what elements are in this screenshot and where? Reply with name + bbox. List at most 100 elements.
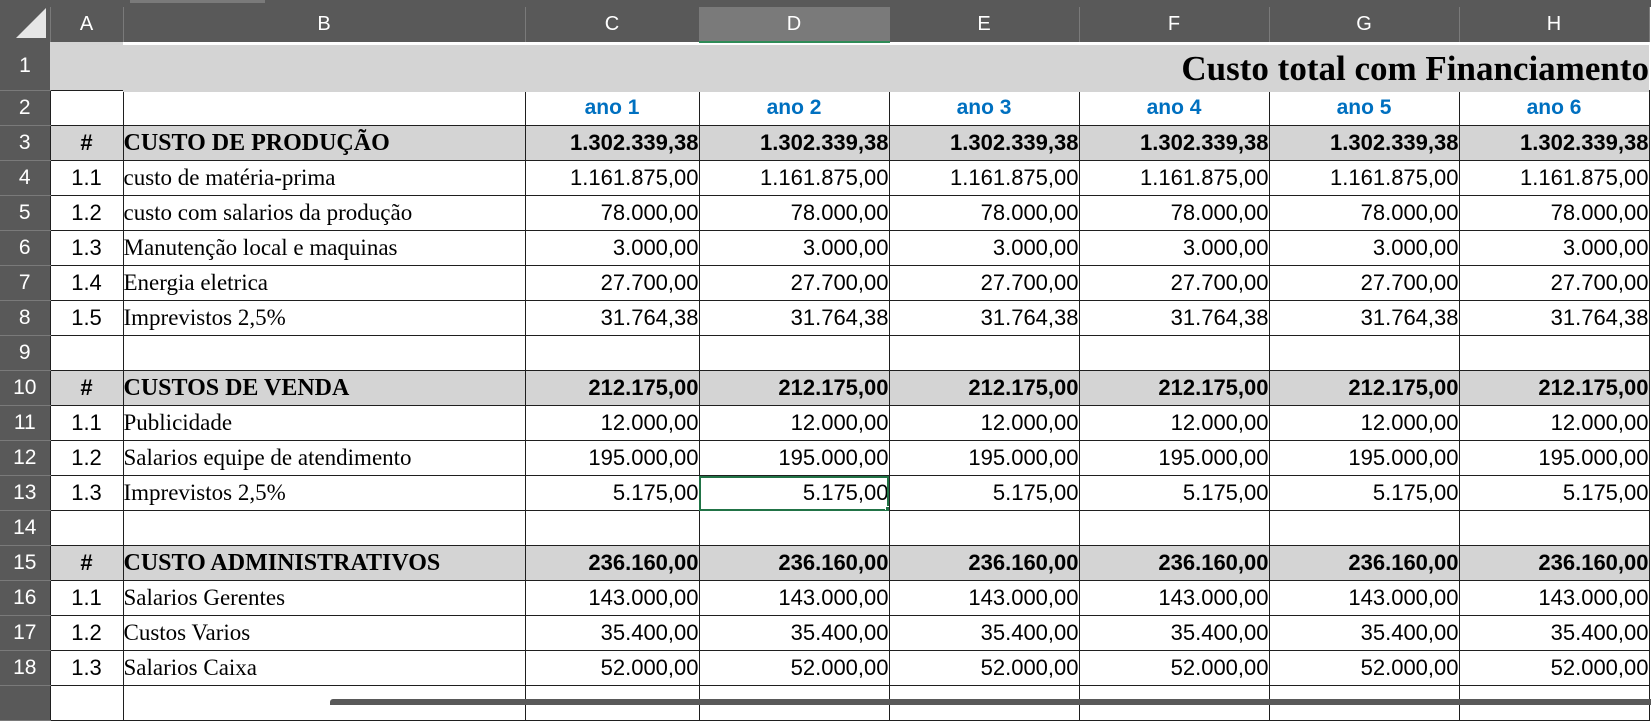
empty-cell[interactable]: [1458, 510, 1650, 546]
value-cell[interactable]: 35.400,00: [1268, 615, 1460, 651]
year-header-1[interactable]: ano 1: [524, 90, 700, 126]
subtotal-cell[interactable]: 212.175,00: [888, 370, 1080, 406]
section-title[interactable]: CUSTO ADMINISTRATIVOS: [122, 545, 526, 581]
empty-cell[interactable]: [888, 510, 1080, 546]
value-cell[interactable]: 35.400,00: [1078, 615, 1270, 651]
value-cell[interactable]: 52.000,00: [524, 650, 700, 686]
value-cell[interactable]: 12.000,00: [1268, 405, 1460, 441]
column-header-b[interactable]: B: [123, 7, 526, 42]
value-cell[interactable]: 52.000,00: [1458, 650, 1650, 686]
select-all-button[interactable]: [0, 7, 51, 42]
value-cell[interactable]: 31.764,38: [698, 300, 890, 336]
column-header-e[interactable]: E: [889, 7, 1080, 42]
column-header-f[interactable]: F: [1079, 7, 1270, 42]
empty-cell[interactable]: [1078, 510, 1270, 546]
empty-cell[interactable]: [49, 335, 124, 371]
description-cell[interactable]: Salarios Caixa: [122, 650, 526, 686]
description-cell[interactable]: Manutenção local e maquinas: [122, 230, 526, 266]
value-cell[interactable]: 1.161.875,00: [524, 160, 700, 196]
value-cell[interactable]: 12.000,00: [1458, 405, 1650, 441]
cell[interactable]: [49, 685, 124, 721]
year-header-3[interactable]: ano 3: [888, 90, 1080, 126]
subtotal-cell[interactable]: 1.302.339,38: [524, 125, 700, 161]
value-cell[interactable]: 78.000,00: [1268, 195, 1460, 231]
subtotal-cell[interactable]: 236.160,00: [888, 545, 1080, 581]
value-cell[interactable]: 5.175,00: [888, 475, 1080, 511]
value-cell[interactable]: 195.000,00: [698, 440, 890, 476]
subtotal-cell[interactable]: 1.302.339,38: [698, 125, 890, 161]
selected-cell[interactable]: 5.175,00: [698, 475, 890, 511]
value-cell[interactable]: 1.161.875,00: [1268, 160, 1460, 196]
description-cell[interactable]: Salarios Gerentes: [122, 580, 526, 616]
year-header-5[interactable]: ano 5: [1268, 90, 1460, 126]
value-cell[interactable]: 195.000,00: [888, 440, 1080, 476]
description-cell[interactable]: Energia eletrica: [122, 265, 526, 301]
value-cell[interactable]: 12.000,00: [888, 405, 1080, 441]
year-header-2[interactable]: ano 2: [698, 90, 890, 126]
value-cell[interactable]: 35.400,00: [888, 615, 1080, 651]
index-cell[interactable]: 1.1: [49, 160, 124, 196]
value-cell[interactable]: 52.000,00: [1078, 650, 1270, 686]
subtotal-cell[interactable]: 212.175,00: [524, 370, 700, 406]
subtotal-cell[interactable]: 212.175,00: [698, 370, 890, 406]
sheet-title[interactable]: Custo total com Financiamento: [123, 44, 1649, 93]
value-cell[interactable]: 27.700,00: [888, 265, 1080, 301]
value-cell[interactable]: 143.000,00: [1268, 580, 1460, 616]
subtotal-cell[interactable]: 1.302.339,38: [1078, 125, 1270, 161]
column-header-d[interactable]: D: [699, 7, 890, 43]
subtotal-cell[interactable]: 1.302.339,38: [888, 125, 1080, 161]
row-header[interactable]: [0, 685, 50, 721]
value-cell[interactable]: 31.764,38: [1268, 300, 1460, 336]
horizontal-scrollbar[interactable]: [330, 699, 1651, 705]
row-header[interactable]: 10: [0, 370, 50, 406]
value-cell[interactable]: 31.764,38: [1078, 300, 1270, 336]
cell[interactable]: [50, 42, 123, 91]
description-cell[interactable]: Imprevistos 2,5%: [122, 475, 526, 511]
value-cell[interactable]: 27.700,00: [698, 265, 890, 301]
index-cell[interactable]: 1.3: [49, 475, 124, 511]
row-header[interactable]: 7: [0, 265, 50, 301]
empty-cell[interactable]: [524, 510, 700, 546]
subtotal-cell[interactable]: 212.175,00: [1458, 370, 1650, 406]
description-cell[interactable]: Salarios equipe de atendimento: [122, 440, 526, 476]
row-header[interactable]: 8: [0, 300, 50, 336]
year-header-4[interactable]: ano 4: [1078, 90, 1270, 126]
value-cell[interactable]: 27.700,00: [1268, 265, 1460, 301]
index-cell[interactable]: 1.2: [49, 440, 124, 476]
value-cell[interactable]: 143.000,00: [698, 580, 890, 616]
value-cell[interactable]: 3.000,00: [1268, 230, 1460, 266]
value-cell[interactable]: 12.000,00: [698, 405, 890, 441]
subtotal-cell[interactable]: 236.160,00: [524, 545, 700, 581]
value-cell[interactable]: 3.000,00: [888, 230, 1080, 266]
value-cell[interactable]: 31.764,38: [888, 300, 1080, 336]
empty-cell[interactable]: [888, 335, 1080, 371]
year-header-6[interactable]: ano 6: [1458, 90, 1650, 126]
description-cell[interactable]: custo de matéria-prima: [122, 160, 526, 196]
section-title[interactable]: CUSTO DE PRODUÇÃO: [122, 125, 526, 161]
row-header[interactable]: 18: [0, 650, 50, 686]
index-cell[interactable]: 1.2: [49, 195, 124, 231]
index-cell[interactable]: #: [49, 125, 124, 161]
value-cell[interactable]: 143.000,00: [1078, 580, 1270, 616]
empty-cell[interactable]: [122, 335, 526, 371]
row-header[interactable]: 15: [0, 545, 50, 581]
value-cell[interactable]: 27.700,00: [1078, 265, 1270, 301]
empty-cell[interactable]: [698, 335, 890, 371]
empty-cell[interactable]: [49, 510, 124, 546]
value-cell[interactable]: 3.000,00: [1458, 230, 1650, 266]
value-cell[interactable]: 52.000,00: [698, 650, 890, 686]
value-cell[interactable]: 5.175,00: [1458, 475, 1650, 511]
index-cell[interactable]: #: [49, 370, 124, 406]
cell[interactable]: [49, 90, 124, 126]
value-cell[interactable]: 3.000,00: [524, 230, 700, 266]
value-cell[interactable]: 1.161.875,00: [1078, 160, 1270, 196]
value-cell[interactable]: 31.764,38: [524, 300, 700, 336]
value-cell[interactable]: 78.000,00: [1078, 195, 1270, 231]
subtotal-cell[interactable]: 236.160,00: [1078, 545, 1270, 581]
index-cell[interactable]: 1.3: [49, 230, 124, 266]
row-header[interactable]: 5: [0, 195, 50, 231]
empty-cell[interactable]: [1268, 510, 1460, 546]
value-cell[interactable]: 143.000,00: [888, 580, 1080, 616]
value-cell[interactable]: 35.400,00: [524, 615, 700, 651]
value-cell[interactable]: 35.400,00: [1458, 615, 1650, 651]
